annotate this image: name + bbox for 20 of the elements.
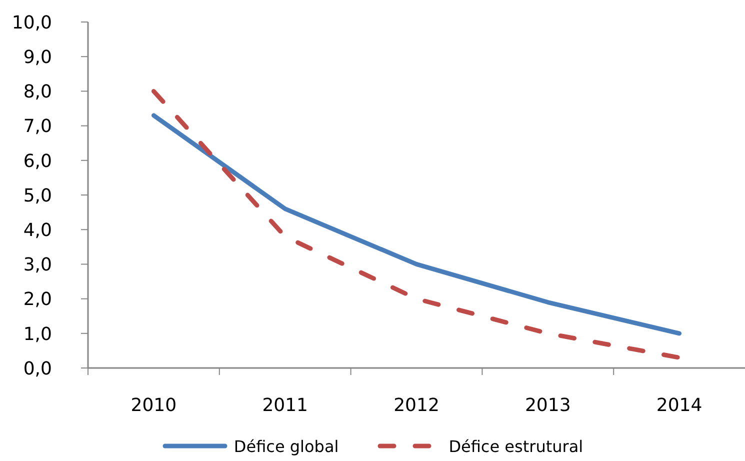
y-tick-label: 0,0 [23,358,52,380]
y-tick-label: 1,0 [23,324,52,345]
line-series [151,113,682,336]
x-tick-label: 2010 [130,395,177,416]
y-tick-label: 10,0 [12,12,52,34]
y-tick-label: 3,0 [23,254,52,276]
y-tick-label: 2,0 [23,289,52,310]
y-tick-label: 5,0 [23,185,52,206]
x-tick-label: 2012 [394,395,440,416]
y-tick-label: 8,0 [23,82,52,103]
x-tick-label: 2014 [656,395,702,416]
x-tick-label: 2013 [524,395,571,416]
y-tick-label: 7,0 [23,116,52,138]
x-tick-label: 2011 [262,395,308,416]
line-series [151,88,682,360]
y-tick-label: 6,0 [23,150,52,172]
legend-label: Défice global [234,436,339,456]
y-tick-label: 9,0 [23,46,52,68]
y-tick-label: 4,0 [23,220,52,241]
legend-label: Défice estrutural [448,436,584,456]
